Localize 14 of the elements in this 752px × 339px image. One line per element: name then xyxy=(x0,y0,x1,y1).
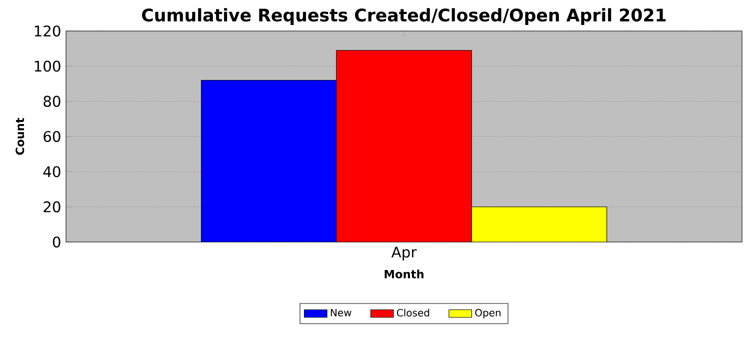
x-axis-title: Month xyxy=(384,270,424,278)
y-tick-label: 20 xyxy=(44,201,60,212)
y-axis-title: Count xyxy=(16,118,24,155)
legend-label: Closed xyxy=(396,308,430,317)
y-tick-label: 40 xyxy=(43,166,60,178)
x-tick-label: Apr xyxy=(391,246,417,260)
chart-title: Cumulative Requests Created/Closed/Open April 2021 xyxy=(142,8,666,25)
y-tick-label: 80 xyxy=(44,96,60,107)
y-tick-label: 100 xyxy=(34,60,60,72)
y-tick-label: 120 xyxy=(34,25,60,37)
legend-label: Open xyxy=(475,308,500,318)
y-tick-label: 0 xyxy=(52,236,60,248)
legend-label: New xyxy=(330,308,352,316)
y-tick-label: 60 xyxy=(44,130,60,142)
